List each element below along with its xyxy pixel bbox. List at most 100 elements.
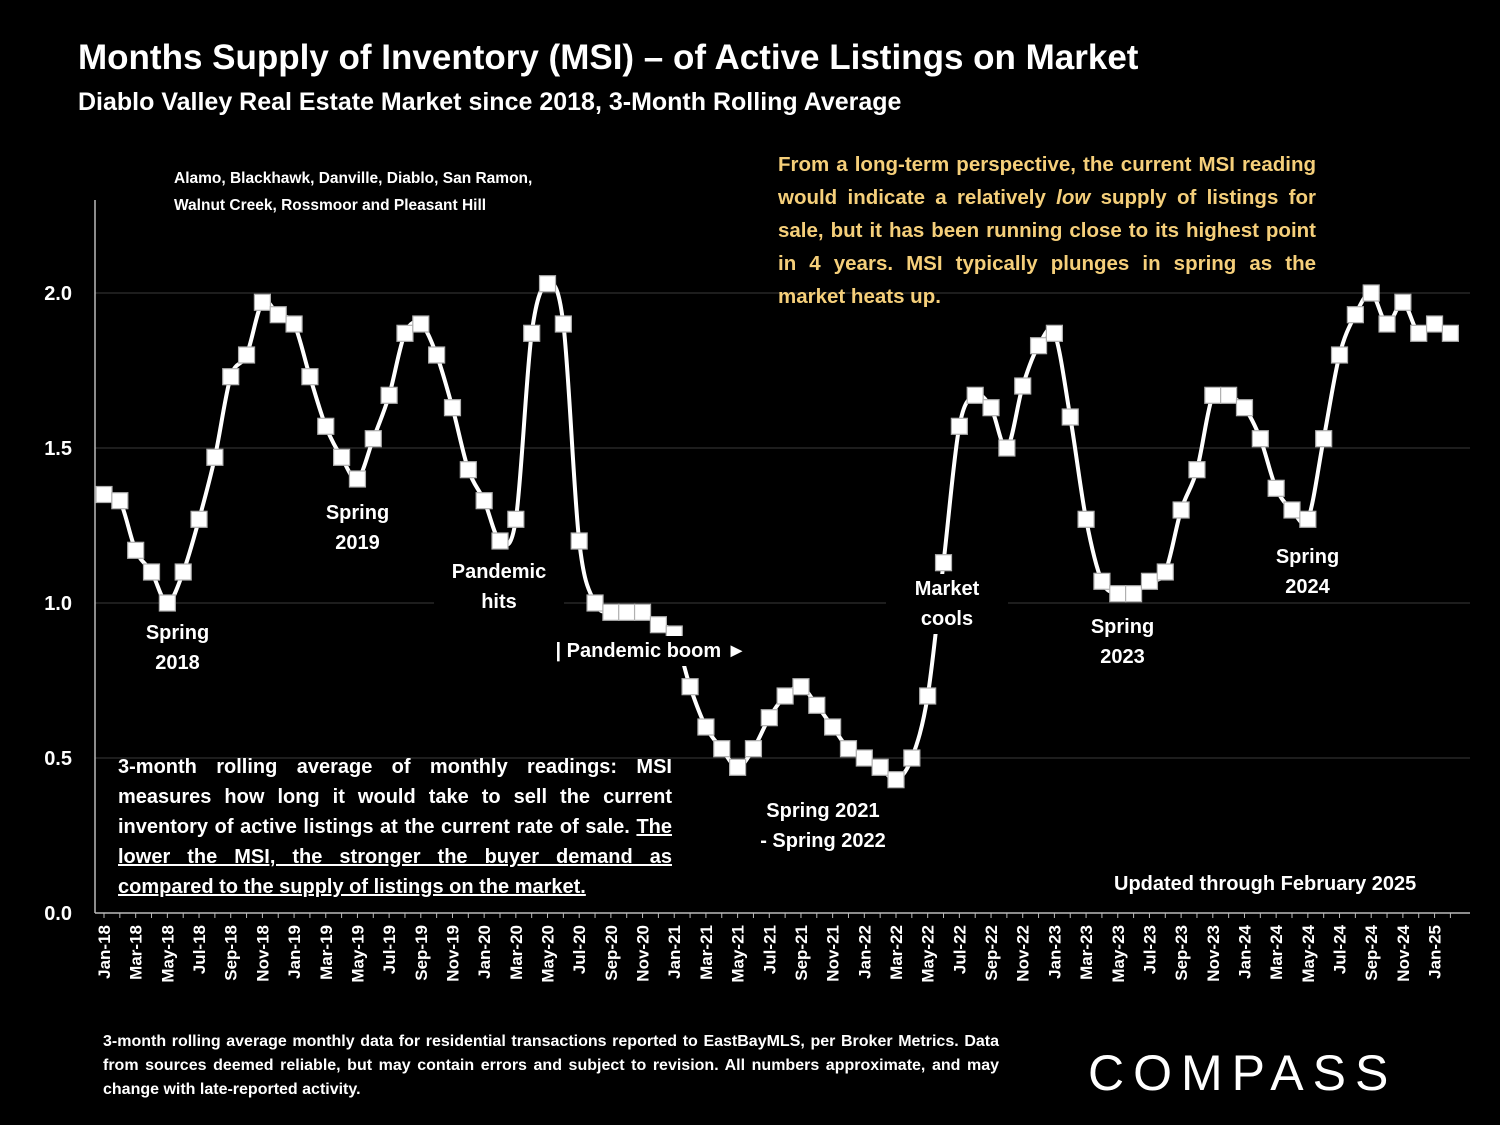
- annotation-spring-2018: Spring 2018: [130, 618, 225, 678]
- data-point-May-18: [158, 594, 176, 612]
- data-point-Oct-24: [1378, 315, 1396, 333]
- x-tick-label: Sep-21: [792, 925, 811, 981]
- data-point-Dec-21: [839, 740, 858, 758]
- data-point-May-20: [538, 275, 557, 293]
- data-point-Jul-19: [380, 386, 398, 404]
- data-point-Apr-18: [142, 563, 161, 581]
- data-point-Jun-21: [744, 740, 763, 758]
- data-point-Jul-22: [950, 417, 968, 435]
- data-point-Aug-20: [586, 594, 604, 612]
- msi-line: [103, 281, 1452, 782]
- data-point-Jan-18: [95, 485, 113, 504]
- x-tick-label: Jan-20: [475, 925, 494, 979]
- x-tick-label: Jul-19: [380, 925, 399, 974]
- data-point-Jun-19: [364, 430, 382, 448]
- data-point-Oct-22: [998, 439, 1016, 457]
- source-footnote: 3-month rolling average monthly data for…: [103, 1033, 999, 1098]
- data-point-Mar-22: [887, 771, 905, 789]
- data-point-Dec-23: [1220, 386, 1238, 404]
- data-point-Dec-24: [1410, 324, 1428, 342]
- y-tick-labels: 0.0 0.5 1.0 1.5 2.0: [44, 283, 72, 925]
- data-point-Jun-24: [1315, 430, 1333, 448]
- data-point-Jan-24: [1235, 399, 1254, 417]
- data-point-Oct-20: [618, 603, 636, 621]
- data-point-Aug-19: [396, 324, 414, 342]
- data-point-Sep-24: [1362, 284, 1380, 302]
- x-tick-label: Mar-22: [887, 925, 906, 980]
- callout-before: From a long-term perspective, the curren…: [778, 153, 1316, 209]
- y-tick-label: 1.0: [44, 593, 72, 615]
- data-point-Feb-25: [1441, 324, 1460, 342]
- data-point-May-22: [919, 687, 937, 705]
- data-point-Jan-25: [1425, 315, 1444, 333]
- data-point-Aug-18: [206, 448, 224, 466]
- x-tick-label: May-21: [729, 925, 748, 983]
- compass-logo: COMPASS: [1088, 1045, 1398, 1101]
- data-point-Sep-23: [1172, 501, 1190, 519]
- data-point-Jan-20: [475, 492, 493, 510]
- data-point-Apr-20: [523, 324, 541, 342]
- data-point-Aug-23: [1156, 563, 1174, 581]
- data-point-Jan-23: [1045, 324, 1064, 342]
- data-point-Mar-24: [1267, 479, 1285, 497]
- x-tick-label: Nov-19: [443, 925, 462, 982]
- callout-text: From a long-term perspective, the curren…: [778, 148, 1316, 313]
- data-point-Apr-24: [1283, 501, 1301, 519]
- x-tick-label: Mar-19: [317, 925, 336, 980]
- x-tick-label: Nov-22: [1014, 925, 1033, 982]
- x-tick-label: Sep-19: [412, 925, 431, 981]
- data-point-Sep-22: [982, 399, 1000, 417]
- annotation-spring-2024-line2: 2024: [1285, 576, 1330, 598]
- data-point-Nov-20: [633, 603, 652, 621]
- x-tick-label: Mar-18: [127, 925, 146, 980]
- x-tick-label: Mar-24: [1267, 924, 1286, 979]
- x-tick-label: May-23: [1109, 925, 1128, 983]
- annotation-pandemic-hits: Pandemic hits: [434, 557, 564, 617]
- annotation-spring-2019: Spring 2019: [310, 498, 405, 558]
- annotation-spring-2023-line1: Spring: [1090, 616, 1155, 638]
- x-tick-label: Nov-21: [824, 925, 843, 982]
- data-point-Sep-20: [602, 603, 620, 621]
- x-tick-label: Jan-24: [1235, 924, 1254, 978]
- x-tick-label: Jan-19: [285, 925, 304, 979]
- x-tick-label: Jul-22: [950, 925, 969, 974]
- data-point-Jul-21: [760, 709, 778, 727]
- y-tick-label: 0.5: [44, 748, 72, 770]
- x-tick-label: Mar-20: [507, 925, 526, 980]
- y-tick-label: 2.0: [44, 283, 72, 305]
- y-tick-label: 1.5: [44, 438, 72, 460]
- data-point-Oct-18: [237, 346, 256, 364]
- x-tick-label: Jan-25: [1426, 925, 1445, 979]
- data-point-Jun-18: [174, 563, 192, 581]
- updated-note: Updated through February 2025: [1114, 873, 1417, 895]
- data-point-Feb-18: [111, 492, 129, 510]
- data-point-Feb-19: [301, 368, 319, 386]
- data-point-Apr-19: [333, 448, 351, 466]
- x-tick-label: Jul-23: [1140, 925, 1159, 974]
- data-point-Mar-21: [697, 718, 715, 736]
- data-point-Jun-22: [934, 554, 953, 572]
- x-tick-label: Jan-18: [95, 925, 114, 979]
- annotation-pandemic-hits-line1: Pandemic: [451, 561, 547, 583]
- x-tick-labels: Jan-18 Mar-18 May-18 Jul-18 Sep-18 Nov-18 Jan-…: [95, 924, 1445, 982]
- data-point-Feb-24: [1251, 430, 1269, 448]
- x-tick-label: Jan-21: [665, 925, 684, 979]
- x-tick-label: Sep-22: [982, 925, 1001, 981]
- annotation-spring-2021-2022: Spring 2021 - Spring 2022: [745, 796, 901, 856]
- x-tick-label: Mar-21: [697, 925, 716, 980]
- data-point-Aug-22: [966, 386, 984, 404]
- x-tick-label: Jan-22: [855, 925, 874, 979]
- data-point-Jan-22: [855, 749, 873, 767]
- data-point-Sep-18: [222, 368, 240, 386]
- data-point-Jul-23: [1140, 572, 1159, 590]
- annotation-spring-2021-2022-line1: Spring 2021: [766, 800, 880, 822]
- axes: [94, 200, 1470, 918]
- data-point-Mar-23: [1077, 510, 1095, 528]
- x-tick-label: Nov-18: [253, 925, 272, 982]
- data-point-Dec-19: [459, 461, 477, 479]
- annotation-spring-2019-line2: 2019: [335, 532, 380, 554]
- annotation-spring-2024-line1: Spring: [1275, 546, 1340, 568]
- data-point-Oct-19: [428, 346, 446, 364]
- data-point-Sep-19: [412, 315, 430, 333]
- data-point-Jan-19: [285, 315, 303, 333]
